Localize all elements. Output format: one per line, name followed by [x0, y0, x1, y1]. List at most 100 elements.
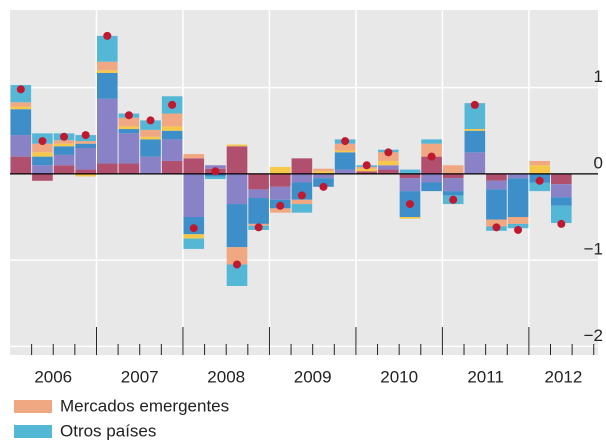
- bar-segment: [421, 143, 442, 157]
- bar-segment: [356, 168, 378, 172]
- bar-segment: [118, 133, 140, 164]
- bar-segment: [551, 197, 572, 206]
- bar-segment: [291, 158, 313, 174]
- y-tick-label: −2: [584, 326, 603, 345]
- total-dot: [81, 131, 90, 140]
- bar-segment: [32, 165, 53, 174]
- bar-segment: [183, 158, 205, 174]
- bar-segment: [442, 165, 464, 174]
- bar-segment: [53, 146, 75, 155]
- bar-segment: [183, 173, 205, 217]
- bar-segment: [399, 178, 421, 192]
- bar-segment: [140, 120, 161, 130]
- bar-segment: [161, 113, 183, 127]
- bar-segment: [10, 135, 32, 157]
- bar-segment: [248, 173, 269, 190]
- bar-segment: [183, 238, 205, 249]
- bar-segment: [10, 156, 32, 174]
- bar-segment: [32, 173, 53, 181]
- total-dot: [449, 195, 458, 204]
- bar-segment: [269, 186, 291, 200]
- bar-segment: [529, 165, 550, 174]
- bar-segment: [486, 173, 507, 181]
- legend-swatch: [14, 400, 52, 413]
- total-dot: [189, 224, 198, 233]
- bar-segment: [140, 156, 161, 174]
- year-label: 2008: [207, 367, 245, 386]
- bar-segment: [464, 152, 486, 174]
- bar-segment: [507, 178, 529, 217]
- bar-segment: [226, 173, 248, 205]
- total-dot: [168, 100, 177, 109]
- bar-segment: [140, 129, 161, 137]
- bar-segment: [226, 204, 248, 248]
- bar-segment: [53, 154, 75, 166]
- total-dot: [492, 223, 501, 232]
- bar-segment: [551, 173, 572, 185]
- bar-segment: [10, 109, 32, 136]
- bar-segment: [291, 182, 313, 200]
- bar-segment: [161, 160, 183, 174]
- bar-segment: [291, 173, 313, 183]
- bar-segment: [334, 143, 356, 151]
- bar-segment: [421, 173, 442, 183]
- bar-segment: [378, 169, 399, 174]
- bar-segment: [291, 199, 313, 205]
- bar-segment: [32, 143, 53, 153]
- total-dot: [362, 161, 371, 170]
- bar-segment: [421, 156, 442, 174]
- bar-segment: [269, 173, 291, 187]
- total-dot: [103, 31, 112, 40]
- bar-segment: [421, 139, 442, 144]
- bar-segment: [507, 173, 529, 179]
- bar-segment: [75, 169, 96, 174]
- bar-segment: [313, 173, 334, 179]
- bar-segment: [118, 117, 140, 127]
- bar-segment: [507, 217, 529, 224]
- bar-segment: [226, 247, 248, 265]
- bar-segment: [140, 139, 161, 157]
- total-dot: [16, 85, 25, 94]
- bar-segment: [248, 198, 269, 224]
- bar-segment: [75, 173, 96, 177]
- year-label: 2012: [545, 367, 583, 386]
- bar-segment: [313, 178, 334, 187]
- y-tick-label: 0: [594, 153, 603, 172]
- bar-segment: [269, 166, 291, 174]
- bar-segment: [118, 126, 140, 130]
- bar-segment: [464, 129, 486, 131]
- bar-segment: [486, 180, 507, 190]
- bar-segment: [96, 35, 118, 62]
- total-dot: [557, 219, 566, 228]
- bar-segment: [96, 98, 118, 164]
- bar-segment: [226, 146, 248, 174]
- bar-segment: [205, 176, 226, 180]
- year-label: 2010: [380, 367, 418, 386]
- legend-swatch: [14, 425, 52, 438]
- bar-segment: [399, 173, 421, 179]
- bar-segment: [10, 85, 32, 103]
- bar-segment: [183, 154, 205, 159]
- bar-segment: [118, 163, 140, 174]
- bar-segment: [399, 169, 421, 174]
- legend-label: Otros países: [60, 421, 156, 440]
- bar-segment: [421, 182, 442, 192]
- year-label: 2011: [467, 367, 504, 386]
- bar-segment: [96, 163, 118, 174]
- total-dot: [146, 116, 155, 125]
- bar-segment: [442, 178, 464, 192]
- bar-segment: [378, 152, 399, 161]
- bar-segment: [399, 217, 421, 219]
- bar-segment: [32, 156, 53, 166]
- bar-segment: [161, 126, 183, 131]
- bar-segment: [161, 139, 183, 161]
- bar-segment: [10, 102, 32, 107]
- bar-segment: [334, 169, 356, 174]
- bar-segment: [313, 171, 334, 174]
- bar-segment: [378, 160, 399, 166]
- bar-segment: [226, 264, 248, 286]
- bar-segment: [75, 141, 96, 144]
- bar-segment: [53, 140, 75, 144]
- bar-segment: [53, 143, 75, 147]
